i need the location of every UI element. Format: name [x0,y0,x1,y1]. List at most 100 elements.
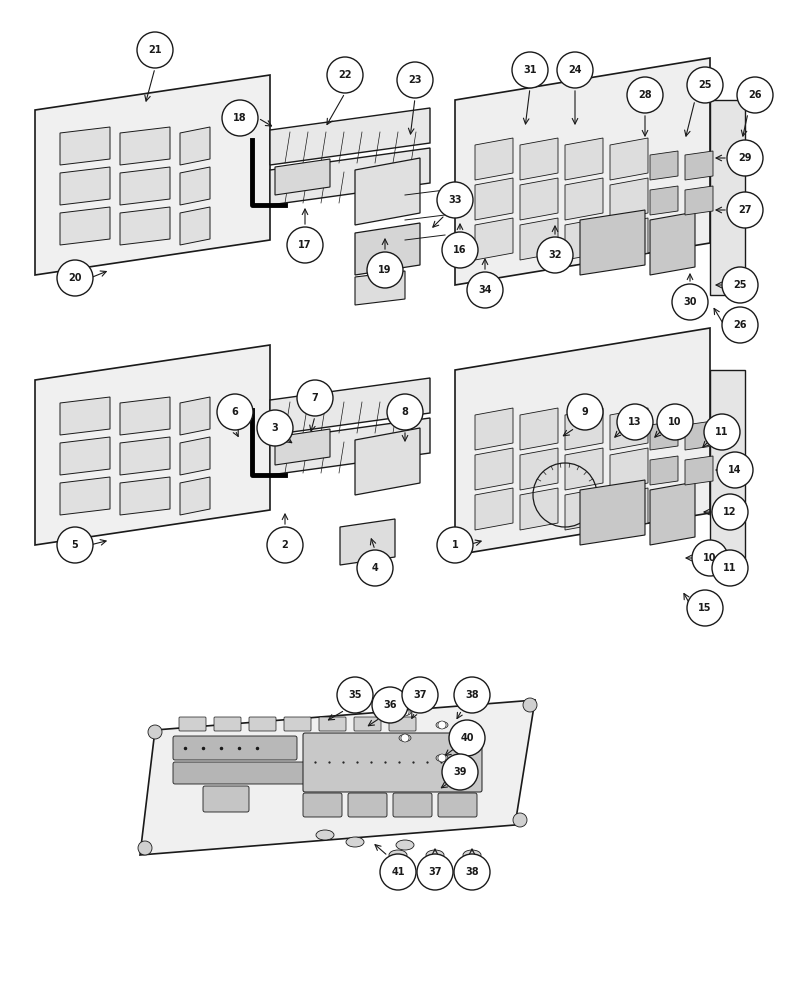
Polygon shape [120,437,170,475]
Text: 37: 37 [428,867,442,877]
Circle shape [672,284,708,320]
Polygon shape [60,437,110,475]
Text: 2: 2 [282,540,288,550]
Polygon shape [140,700,535,855]
Circle shape [467,272,503,308]
Text: 10: 10 [703,553,717,563]
FancyBboxPatch shape [249,717,276,731]
Circle shape [417,854,453,890]
Text: 11: 11 [723,563,737,573]
Text: 3: 3 [272,423,278,433]
Circle shape [687,67,723,103]
FancyBboxPatch shape [179,717,206,731]
Circle shape [438,754,446,762]
FancyBboxPatch shape [393,793,432,817]
Polygon shape [610,218,648,260]
Polygon shape [650,151,678,180]
Polygon shape [35,345,270,545]
Text: 16: 16 [454,245,466,255]
Text: 33: 33 [448,195,462,205]
Circle shape [657,404,693,440]
Circle shape [567,394,603,430]
Circle shape [380,854,416,890]
Text: 9: 9 [582,407,588,417]
Text: 26: 26 [734,320,746,330]
Polygon shape [710,370,745,565]
FancyBboxPatch shape [173,736,297,760]
Circle shape [297,380,333,416]
Polygon shape [270,378,430,435]
Text: 20: 20 [68,273,82,283]
Circle shape [617,404,653,440]
FancyBboxPatch shape [354,717,381,731]
Ellipse shape [396,840,414,850]
FancyBboxPatch shape [319,717,346,731]
Ellipse shape [399,708,411,716]
Polygon shape [340,519,395,565]
Polygon shape [355,428,420,495]
Circle shape [454,854,490,890]
Text: 37: 37 [414,690,426,700]
Circle shape [727,192,763,228]
Polygon shape [610,138,648,180]
FancyBboxPatch shape [348,793,387,817]
Circle shape [717,452,753,488]
Circle shape [257,410,293,446]
Text: 35: 35 [348,690,362,700]
Text: 22: 22 [338,70,352,80]
Text: 1: 1 [452,540,458,550]
Text: 10: 10 [668,417,682,427]
Text: 14: 14 [728,465,742,475]
Circle shape [704,414,740,450]
Text: 29: 29 [738,153,752,163]
Text: 8: 8 [402,407,409,417]
Circle shape [627,77,663,113]
Polygon shape [475,178,513,220]
Circle shape [401,734,409,742]
Circle shape [692,540,728,576]
Text: 13: 13 [628,417,642,427]
Polygon shape [275,429,330,465]
Circle shape [712,550,748,586]
Text: 11: 11 [715,427,729,437]
Circle shape [401,708,409,716]
Text: 30: 30 [683,297,697,307]
Circle shape [222,100,258,136]
Text: 36: 36 [383,700,397,710]
Polygon shape [610,178,648,220]
Polygon shape [710,100,745,295]
Circle shape [512,52,548,88]
Polygon shape [520,448,558,490]
Polygon shape [120,167,170,205]
Polygon shape [60,477,110,515]
Circle shape [57,260,93,296]
Polygon shape [650,186,678,215]
Text: 28: 28 [638,90,652,100]
Ellipse shape [399,734,411,742]
Text: 21: 21 [148,45,162,55]
Circle shape [387,394,423,430]
Text: 41: 41 [391,867,405,877]
Circle shape [537,237,573,273]
Text: 24: 24 [568,65,582,75]
Text: 7: 7 [312,393,318,403]
Circle shape [523,698,537,712]
Polygon shape [355,271,405,305]
Circle shape [137,32,173,68]
Ellipse shape [436,722,448,728]
Ellipse shape [346,837,364,847]
Circle shape [449,720,485,756]
Polygon shape [685,421,713,450]
Polygon shape [475,408,513,450]
Circle shape [372,687,408,723]
Polygon shape [520,408,558,450]
Polygon shape [565,138,603,180]
Circle shape [367,252,403,288]
Polygon shape [580,480,645,545]
Text: 32: 32 [548,250,562,260]
Polygon shape [275,159,330,195]
Polygon shape [520,218,558,260]
Polygon shape [685,456,713,485]
Circle shape [287,227,323,263]
Circle shape [442,754,478,790]
